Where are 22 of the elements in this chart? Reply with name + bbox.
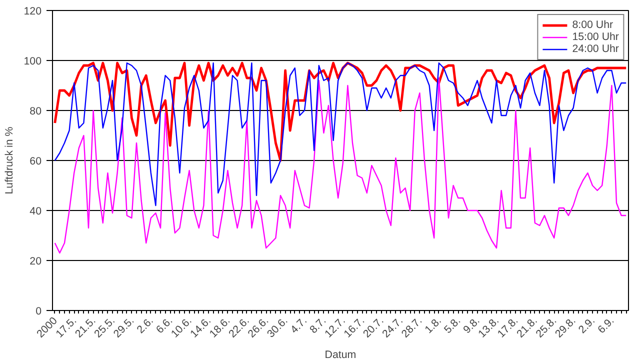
x-tick-label: 5.8. <box>442 314 464 336</box>
y-tick-label: 80 <box>30 106 42 118</box>
x-tick-label: 2.9. <box>576 314 598 336</box>
y-axis-title: Luftdruck in % <box>4 126 16 194</box>
x-tick-label: 30.6. <box>265 314 290 340</box>
y-tick-label: 0 <box>36 306 42 318</box>
line-series <box>54 77 627 254</box>
line-series <box>54 62 628 162</box>
x-tick-label: 6.9. <box>596 314 617 336</box>
x-axis-title: Datum <box>324 348 356 361</box>
y-tick-label: 20 <box>30 256 42 268</box>
line-series <box>54 62 627 206</box>
x-tick-label: 4.7. <box>288 314 310 336</box>
y-tick-label: 100 <box>24 56 42 68</box>
legend-label: 24:00 Uhr <box>572 43 619 55</box>
x-tick-label: 2.6. <box>134 314 156 336</box>
y-tick-label: 120 <box>24 6 42 18</box>
legend-label: 8:00 Uhr <box>572 19 614 31</box>
legend-label: 15:00 Uhr <box>572 31 619 43</box>
y-tick-label: 40 <box>30 206 42 218</box>
y-tick-label: 60 <box>30 156 42 168</box>
x-tick-label: 1.8. <box>422 314 444 336</box>
